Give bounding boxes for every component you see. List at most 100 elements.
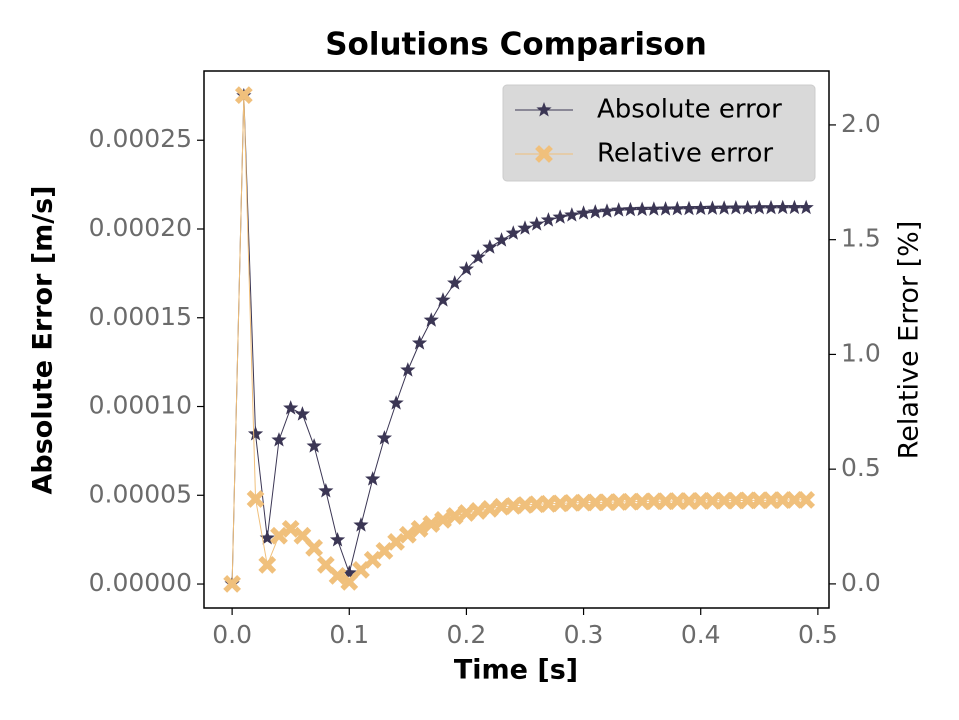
legend-label: Relative error: [597, 139, 773, 169]
chart-title: Solutions Comparison: [325, 27, 707, 63]
star-marker: [540, 212, 557, 227]
x-marker: [574, 493, 593, 512]
y-tick-label: 0.00020: [89, 213, 192, 242]
star-marker: [423, 312, 439, 327]
x-marker: [445, 507, 464, 525]
x-marker: [738, 491, 757, 510]
x-marker: [293, 526, 312, 545]
star-marker: [482, 239, 498, 254]
x-marker: [680, 492, 698, 510]
x-marker: [246, 490, 265, 508]
y2-axis-label: Relative Error [%]: [894, 221, 925, 460]
star-marker: [739, 200, 756, 215]
x-tick-label: 0.0: [212, 620, 252, 649]
x-marker: [375, 541, 394, 560]
y2-tick-label: 1.5: [841, 224, 881, 253]
legend-box: [502, 84, 816, 182]
star-marker: [341, 565, 357, 580]
star-marker: [318, 483, 334, 498]
star-marker: [599, 203, 615, 218]
x-tick-label: 0.1: [329, 620, 369, 649]
x-marker: [434, 510, 452, 529]
y-axis-label: Absolute Error [m/s]: [28, 185, 59, 494]
star-marker: [775, 199, 791, 215]
x-marker: [527, 495, 546, 514]
star-marker: [247, 426, 264, 441]
y-tick-label: 0.00010: [89, 391, 192, 420]
x-marker: [797, 491, 816, 509]
x-marker: [633, 492, 652, 511]
star-marker: [564, 207, 580, 222]
star-marker: [634, 201, 650, 216]
star-marker: [306, 438, 322, 453]
y2-tick-label: 1.0: [841, 338, 881, 367]
star-marker: [259, 530, 275, 545]
x-marker: [715, 491, 734, 510]
x-marker: [352, 561, 370, 579]
star-marker: [283, 400, 299, 415]
y-tick-label: 0.00025: [89, 124, 192, 153]
x-marker: [234, 86, 253, 104]
x-marker: [691, 491, 710, 510]
x-marker: [340, 572, 359, 591]
x-marker: [281, 519, 300, 538]
star-marker: [536, 102, 552, 117]
star-marker: [622, 201, 639, 217]
x-marker: [551, 494, 570, 513]
star-marker: [458, 261, 475, 276]
x-marker: [621, 492, 640, 511]
star-marker: [552, 209, 568, 224]
x-tick-label: 0.3: [564, 620, 604, 649]
x-marker: [422, 515, 441, 533]
star-marker: [704, 200, 721, 215]
star-marker: [365, 471, 381, 486]
y2-tick-label: 2.0: [841, 109, 881, 138]
star-marker: [505, 225, 521, 240]
star-marker: [388, 395, 404, 410]
x-marker: [328, 566, 347, 585]
x-marker: [305, 538, 324, 557]
x-marker: [504, 496, 523, 515]
x-marker: [535, 145, 553, 163]
x-marker: [539, 494, 558, 513]
x-marker: [773, 491, 792, 510]
star-marker: [611, 202, 627, 217]
x-marker: [785, 491, 804, 509]
star-marker: [271, 432, 287, 447]
x-tick-label: 0.5: [798, 620, 838, 649]
x-marker: [363, 550, 382, 569]
x-marker: [316, 555, 335, 574]
x-marker: [644, 492, 663, 511]
star-marker: [411, 335, 428, 350]
x-tick-label: 0.2: [447, 620, 487, 649]
star-marker: [693, 200, 709, 216]
y2-tick-label: 0.5: [841, 453, 881, 482]
star-marker: [447, 275, 463, 290]
x-marker: [270, 526, 288, 545]
star-marker: [657, 201, 674, 216]
x-marker: [762, 491, 780, 510]
star-marker: [353, 517, 369, 532]
star-marker: [751, 199, 767, 215]
star-marker: [669, 200, 685, 216]
star-marker: [681, 200, 697, 216]
x-marker: [258, 555, 277, 574]
x-marker: [410, 519, 429, 538]
star-marker: [575, 205, 592, 220]
x-marker: [598, 493, 616, 512]
x-axis-label: Time [s]: [454, 655, 578, 686]
x-marker: [586, 493, 605, 512]
y-tick-label: 0.00000: [89, 568, 192, 597]
x-marker: [223, 575, 242, 593]
legend-label: Absolute error: [597, 95, 782, 125]
x-marker: [726, 491, 745, 510]
plot-frame: [203, 70, 830, 609]
star-marker: [294, 406, 311, 421]
legend: Absolute error Relative error: [502, 84, 816, 182]
x-marker: [562, 494, 581, 512]
star-marker: [587, 204, 603, 219]
x-marker: [668, 492, 687, 510]
x-marker: [516, 496, 534, 514]
